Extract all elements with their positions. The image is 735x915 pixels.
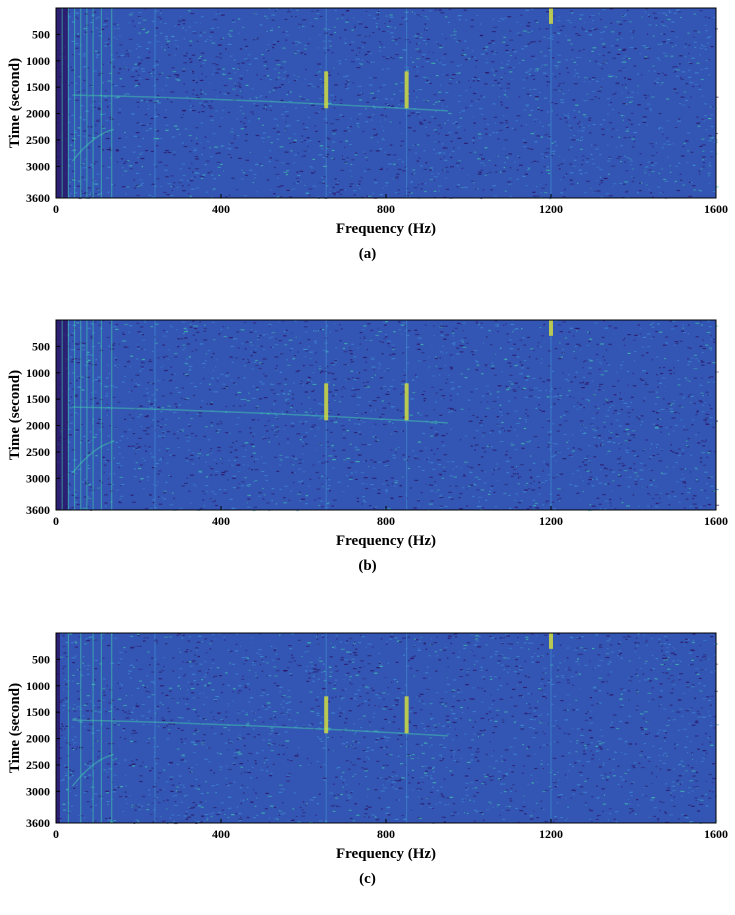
x-tick-label: 1600 (704, 202, 728, 216)
y-tick-label: 1000 (26, 54, 50, 68)
y-tick-label: 3000 (26, 159, 50, 173)
y-tick-label: 500 (32, 27, 50, 41)
x-axis-label: Frequency (Hz) (336, 846, 436, 862)
x-tick-label: 1600 (704, 827, 728, 841)
hotspot-1200hz (549, 320, 553, 336)
panel-caption-b: (b) (0, 558, 735, 575)
x-tick-label: 400 (212, 514, 230, 528)
y-tick-label: 3600 (26, 191, 50, 205)
y-tick-label: 2000 (26, 419, 50, 433)
hotspot-1200hz (549, 633, 553, 649)
x-tick-label: 1200 (539, 827, 563, 841)
hotspot-1200hz (549, 8, 553, 24)
hotspot-655hz (324, 71, 328, 108)
y-tick-label: 500 (32, 339, 50, 353)
x-tick-label: 1200 (539, 514, 563, 528)
panel-caption-a: (a) (0, 246, 735, 263)
y-tick-label: 1500 (26, 705, 50, 719)
x-tick-label: 400 (212, 202, 230, 216)
y-tick-label: 2500 (26, 133, 50, 147)
y-tick-label: 2500 (26, 445, 50, 459)
x-tick-label: 400 (212, 827, 230, 841)
y-tick-label: 3600 (26, 503, 50, 517)
x-axis-label: Frequency (Hz) (336, 533, 436, 549)
x-axis-label: Frequency (Hz) (336, 221, 436, 237)
y-tick-label: 1500 (26, 80, 50, 94)
x-tick-label: 0 (53, 514, 59, 528)
y-tick-label: 1000 (26, 366, 50, 380)
y-tick-label: 3600 (26, 816, 50, 830)
x-tick-label: 1200 (539, 202, 563, 216)
x-tick-label: 1600 (704, 514, 728, 528)
y-tick-label: 3000 (26, 471, 50, 485)
y-axis-label: Time (second) (7, 58, 23, 148)
y-axis-label: Time (second) (7, 683, 23, 773)
x-tick-label: 800 (377, 202, 395, 216)
y-tick-label: 2000 (26, 107, 50, 121)
spectrogram-image-a (56, 8, 719, 199)
x-tick-label: 0 (53, 827, 59, 841)
y-tick-label: 2500 (26, 758, 50, 772)
panel-caption-c: (c) (0, 871, 735, 888)
y-tick-label: 500 (32, 652, 50, 666)
y-tick-label: 1500 (26, 392, 50, 406)
y-tick-label: 2000 (26, 732, 50, 746)
spectrogram-image-b (56, 320, 719, 511)
x-tick-label: 0 (53, 202, 59, 216)
spectrogram-image-c (56, 633, 719, 824)
y-tick-label: 3000 (26, 784, 50, 798)
y-tick-label: 1000 (26, 679, 50, 693)
hotspot-850hz (405, 696, 409, 733)
hotspot-850hz (405, 383, 409, 420)
x-tick-label: 800 (377, 514, 395, 528)
y-axis-label: Time (second) (7, 370, 23, 460)
hotspot-850hz (405, 71, 409, 108)
hotspot-655hz (324, 696, 328, 733)
x-tick-label: 800 (377, 827, 395, 841)
hotspot-655hz (324, 383, 328, 420)
